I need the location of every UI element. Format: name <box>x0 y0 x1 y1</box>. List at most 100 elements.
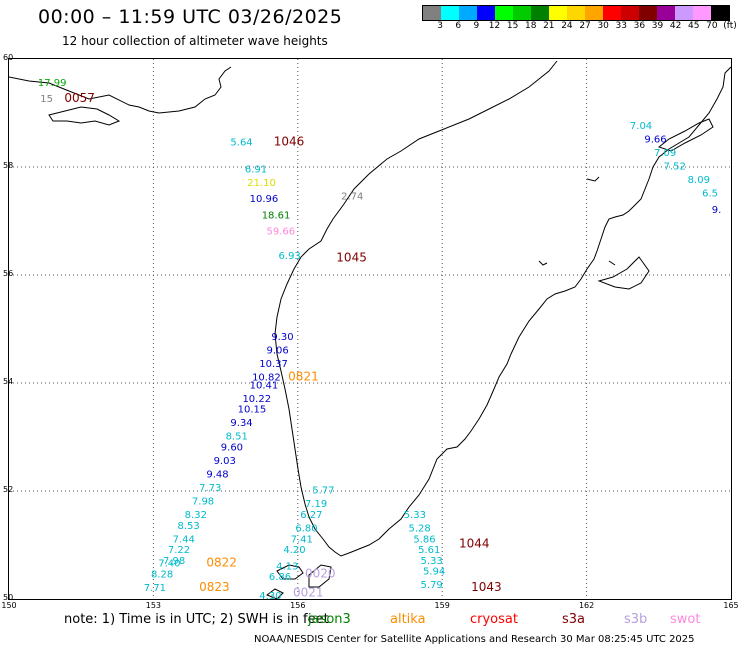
wave-height-value: 5.33 <box>421 556 443 567</box>
scale-label: 30 <box>597 21 609 31</box>
pass-cycle-label: 1046 <box>274 134 305 148</box>
wave-height-value: 6.5 <box>702 189 718 200</box>
scale-label: 27 <box>579 21 591 31</box>
scale-swatch <box>549 6 567 20</box>
wave-height-value: 15 <box>40 94 53 105</box>
latitude-tick-label: 56 <box>3 269 14 278</box>
pass-cycle-labels: 0057 1046 1045 0821 0822 0823 0020 0021 1044 1043 <box>64 91 501 599</box>
scale-label: 6 <box>455 21 462 31</box>
scale-swatch <box>603 6 621 20</box>
wave-height-value: 9. <box>712 205 722 216</box>
wave-height-value: 8.32 <box>185 510 207 521</box>
wave-height-value: 9.30 <box>271 332 293 343</box>
scale-label: 70 <box>706 21 718 31</box>
scale-swatch <box>639 6 657 20</box>
satellite-legend-item: s3a <box>562 612 586 627</box>
wave-height-value: 7.19 <box>305 499 327 510</box>
wave-height-value: 7.44 <box>173 534 195 545</box>
wave-height-value: 5.79 <box>421 580 443 591</box>
wave-height-value: 5.33 <box>404 510 426 521</box>
wave-height-values: 17.99 15 5.64 6.91 21.10 10.96 2.74 18.61 59.66 6… <box>38 78 721 599</box>
wave-height-value: 10.96 <box>250 194 279 205</box>
scale-label: 18 <box>524 21 537 31</box>
wave-height-value: 7.73 <box>199 483 221 494</box>
pass-cycle-label: 0821 <box>288 369 319 383</box>
scale-swatch <box>621 6 639 20</box>
wave-height-value: 6.86 <box>269 572 291 583</box>
scale-swatch <box>567 6 585 20</box>
wave-height-value: 6.80 <box>295 524 317 535</box>
wave-height-value: 5.77 <box>312 486 334 497</box>
wave-height-value: 59.66 <box>267 227 296 238</box>
satellite-legend-item: swot <box>670 612 701 627</box>
graticule <box>9 59 731 599</box>
wave-height-value: 9.66 <box>644 135 666 146</box>
wave-height-value: 2.74 <box>341 191 363 202</box>
scale-label: 9 <box>473 21 480 31</box>
satellite-legend-item: cryosat <box>470 612 518 627</box>
scale-label: 42 <box>669 21 682 31</box>
wave-height-value: 6.91 <box>245 164 267 175</box>
wave-height-value: 9.48 <box>206 470 228 481</box>
scale-swatch <box>423 6 441 20</box>
wave-height-value: 5.64 <box>230 137 252 148</box>
wave-height-value: 10.15 <box>238 405 267 416</box>
wave-height-value: 21.10 <box>247 178 276 189</box>
wave-height-value: 4.30 <box>259 591 281 599</box>
wave-height-value: 7.71 <box>144 583 166 594</box>
wave-height-value: 5.94 <box>423 567 445 578</box>
wave-height-value: 8.09 <box>688 175 710 186</box>
wave-height-value: 7.98 <box>192 497 214 508</box>
okhotsk-north-coastline <box>9 66 232 114</box>
pass-cycle-label: 0021 <box>293 585 324 599</box>
pass-cycle-label: 1045 <box>336 251 367 265</box>
scale-label: 12 <box>488 21 501 31</box>
scale-swatch <box>657 6 675 20</box>
wave-height-value: 5.28 <box>409 524 431 535</box>
longitude-tick-label: 159 <box>434 601 450 610</box>
kuril-island-2 <box>308 564 332 588</box>
islet-3 <box>608 260 616 266</box>
latitude-tick-label: 54 <box>3 377 14 386</box>
kamchatka-coastline <box>274 60 731 557</box>
scale-swatch <box>459 6 477 20</box>
scale-label: 39 <box>651 21 664 31</box>
scale-swatch <box>495 6 513 20</box>
scale-label: 24 <box>561 21 573 31</box>
map-canvas: 17.99 15 5.64 6.91 21.10 10.96 2.74 18.61 59.66 6… <box>9 59 731 599</box>
wave-height-value: 9.03 <box>214 456 236 467</box>
scale-swatch <box>477 6 495 20</box>
wave-height-value: 6.27 <box>300 510 322 521</box>
color-scale-swatches <box>422 5 730 21</box>
kamchatka-east-coast <box>597 256 650 290</box>
wave-height-value: 8.51 <box>226 432 248 443</box>
pass-cycle-label: 1043 <box>471 580 502 594</box>
wave-height-value: 7.04 <box>630 121 652 132</box>
latitude-tick-label: 58 <box>3 161 14 170</box>
satellite-legend-item: altika <box>390 612 426 627</box>
islet-1 <box>586 176 600 182</box>
wave-height-value: 5.61 <box>418 545 440 556</box>
scale-label: 3 <box>437 21 443 31</box>
page-title: 00:00 – 11:59 UTC 03/26/2025 <box>38 6 343 28</box>
wave-height-value: 18.61 <box>262 210 291 221</box>
pass-cycle-label: 0057 <box>64 91 95 105</box>
wave-height-value: 7.41 <box>291 534 313 545</box>
wave-height-value: 4.20 <box>283 545 305 556</box>
scale-label: (ft) <box>723 21 737 31</box>
latitude-tick-label: 52 <box>3 485 14 494</box>
wave-height-value: 9.06 <box>267 345 289 356</box>
wave-height-value: 8.28 <box>151 569 173 580</box>
scale-swatch <box>711 6 729 20</box>
scale-label: 45 <box>688 21 700 31</box>
wave-height-value: 5.86 <box>413 534 435 545</box>
scale-swatch <box>675 6 693 20</box>
scale-swatch <box>693 6 711 20</box>
pass-cycle-label: 1044 <box>459 537 490 551</box>
wave-height-value: 7.52 <box>664 162 686 173</box>
footnote: note: 1) Time is in UTC; 2) SWH is in fe… <box>64 612 329 627</box>
wave-height-value: 10.41 <box>250 380 279 391</box>
wave-height-value: 4.13 <box>276 561 298 572</box>
satellite-legend-item: jason3 <box>308 612 351 627</box>
latitude-tick-label: 50 <box>3 593 14 602</box>
